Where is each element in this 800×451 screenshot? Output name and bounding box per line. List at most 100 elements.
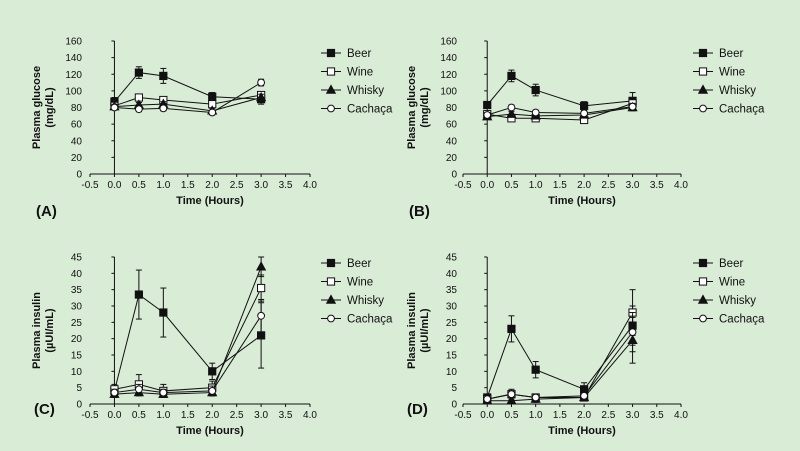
legend-marker (326, 277, 336, 286)
series-beer (483, 69, 637, 111)
x-tick-label: 2.0 (205, 180, 219, 191)
data-point (257, 78, 266, 87)
y-tick-label: 15 (71, 351, 83, 362)
data-point (257, 283, 266, 293)
legend-label: Whisky (719, 85, 756, 97)
x-tick-label: -0.5 (81, 410, 99, 421)
y-tick-label: 25 (446, 318, 458, 329)
data-point (531, 393, 540, 402)
series-cachaa (110, 298, 266, 397)
data-point (208, 92, 217, 101)
series-wine (110, 274, 266, 398)
legend-label: Beer (347, 258, 371, 270)
x-tick-label: 3.0 (254, 180, 268, 191)
y-tick-label: 160 (65, 37, 82, 48)
y-tick-label: 60 (71, 120, 83, 131)
data-point (134, 385, 143, 394)
series-line (113, 293, 262, 392)
y-tick-label: 10 (446, 367, 458, 378)
legend-marker (326, 258, 336, 268)
x-tick-label: 3.0 (626, 180, 640, 191)
legend-marker (698, 258, 708, 268)
y-tick-label: 0 (76, 170, 82, 181)
legend: Beer Wine Whisky Cachaça (693, 48, 765, 116)
y-axis-title-line2: (mg/dL) (44, 87, 56, 128)
y-tick-label: 20 (71, 153, 83, 164)
data-point (134, 105, 143, 114)
legend-marker (698, 277, 708, 286)
data-point (255, 261, 267, 271)
y-tick-label: 0 (451, 170, 457, 181)
series-cachaa (110, 78, 266, 117)
y-axis-title-line1: Plasma insulin (406, 292, 418, 369)
legend-marker (699, 314, 707, 323)
x-tick-label: 3.5 (279, 410, 293, 421)
legend-marker (325, 84, 337, 94)
y-tick-label: 35 (446, 285, 458, 296)
legend-marker (699, 104, 707, 113)
series-beer (110, 269, 266, 397)
y-tick-label: 20 (446, 153, 458, 164)
legend-label: Wine (347, 277, 373, 289)
legend-label: Wine (347, 67, 373, 79)
legend: Beer Wine Whisky Cachaça (321, 48, 393, 116)
x-tick-label: 4.0 (303, 410, 317, 421)
y-tick-label: 120 (440, 70, 457, 81)
legend-marker (697, 294, 709, 304)
x-tick-label: 0.0 (107, 410, 121, 421)
y-tick-label: 40 (71, 269, 83, 280)
series-beer (483, 305, 637, 402)
x-tick-label: 1.0 (156, 180, 170, 191)
data-point (580, 101, 589, 110)
x-tick-label: 3.0 (254, 410, 268, 421)
legend-label: Cachaça (347, 104, 393, 116)
y-tick-label: 40 (446, 136, 458, 147)
data-point (531, 85, 540, 95)
x-tick-label: 4.0 (674, 410, 688, 421)
y-tick-label: 30 (71, 302, 83, 313)
data-point (580, 391, 589, 400)
y-tick-label: 160 (440, 37, 457, 48)
data-point (134, 290, 143, 299)
x-tick-label: -0.5 (81, 180, 99, 191)
y-tick-label: 60 (446, 120, 458, 131)
data-point (506, 108, 517, 118)
x-tick-label: 1.5 (181, 410, 195, 421)
data-point (506, 395, 517, 405)
legend-marker (326, 48, 336, 58)
y-tick-label: 100 (440, 86, 457, 97)
x-tick-label: 3.5 (650, 410, 664, 421)
x-tick-label: 1.5 (181, 180, 195, 191)
data-point (208, 108, 217, 117)
data-point (255, 91, 267, 102)
legend-label: Beer (719, 48, 743, 60)
x-axis-title: Time (Hours) (548, 195, 616, 207)
y-tick-label: 20 (71, 334, 83, 345)
data-point (483, 100, 492, 110)
x-tick-label: 2.5 (230, 410, 244, 421)
x-tick-label: 2.5 (230, 180, 244, 191)
y-tick-label: 45 (446, 253, 458, 264)
data-point (531, 365, 540, 374)
x-tick-label: 0.5 (132, 410, 146, 421)
x-tick-label: 2.5 (601, 180, 615, 191)
data-point (257, 311, 266, 320)
x-tick-label: 1.0 (529, 410, 543, 421)
data-point (628, 328, 637, 337)
y-tick-label: 40 (71, 136, 83, 147)
series-whisky (482, 316, 638, 405)
legend-label: Wine (719, 277, 745, 289)
x-tick-label: 4.0 (674, 180, 688, 191)
x-tick-label: -0.5 (454, 180, 472, 191)
legend: Beer Wine Whisky Cachaça (693, 258, 765, 326)
data-point (531, 108, 540, 117)
data-point (483, 395, 492, 404)
y-tick-label: 120 (65, 70, 82, 81)
panel-label: (B) (409, 203, 430, 220)
y-tick-label: 35 (71, 285, 83, 296)
series-wine (483, 289, 637, 404)
data-point (159, 388, 168, 397)
y-axis-title-line2: (µUI/mL) (419, 308, 431, 353)
data-point (134, 68, 143, 77)
x-tick-label: 2.0 (577, 410, 591, 421)
